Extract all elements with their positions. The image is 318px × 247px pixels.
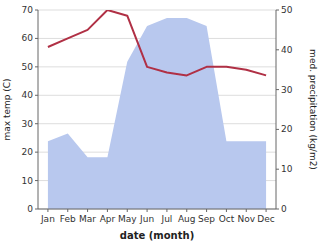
x-tick-label: Oct [219, 214, 235, 224]
x-axis-line [38, 209, 276, 210]
y-axis-line [38, 10, 39, 209]
x-tick [47, 209, 48, 212]
x-tick-label: Apr [100, 214, 116, 224]
x-tick [67, 209, 68, 212]
x-tick-label: Jun [139, 214, 154, 224]
x-tick [186, 209, 187, 212]
y-tick [35, 95, 38, 96]
y2-axis-label: med. precipitation (kg/m2) [308, 49, 318, 170]
x-tick-label: Aug [178, 214, 196, 224]
y-tick-label: 50 [22, 62, 34, 72]
y2-tick [276, 129, 279, 130]
x-tick-label: Mar [79, 214, 96, 224]
x-tick [87, 209, 88, 212]
y-tick [35, 66, 38, 67]
y2-tick-label: 0 [281, 204, 287, 214]
y-tick-label: 30 [22, 119, 34, 129]
chart: Jan FebMar AprMayJun Jul AugSep OctNovDec 0 10 2… [0, 0, 318, 247]
y-axis-label: max temp (C) [2, 78, 12, 140]
y2-axis-line [276, 10, 277, 209]
y-tick-label: 60 [22, 33, 34, 43]
axes: Jan FebMar AprMayJun Jul AugSep OctNovDec 0 10 2… [22, 5, 293, 224]
chart-container: Jan FebMar AprMayJun Jul AugSep OctNovDec 0 10 2… [0, 0, 318, 247]
y2-tick [276, 209, 279, 210]
y2-tick [276, 49, 279, 50]
x-tick-label: Dec [257, 214, 274, 224]
y-tick-label: 0 [27, 204, 33, 214]
x-tick-label: Jan [40, 214, 55, 224]
plot-area [48, 10, 266, 209]
x-tick-label: Sep [198, 214, 215, 224]
y-tick [35, 10, 38, 11]
temp-line [48, 10, 266, 75]
y2-tick [276, 89, 279, 90]
x-tick [127, 209, 128, 212]
x-tick-label: Jul [160, 214, 172, 224]
grid [38, 10, 276, 209]
y2-tick [276, 10, 279, 11]
y2-tick [276, 169, 279, 170]
x-tick [107, 209, 108, 212]
y2-tick-label: 30 [281, 85, 293, 95]
y-tick [35, 209, 38, 210]
y-tick-label: 10 [22, 176, 34, 186]
x-tick-label: Nov [237, 214, 255, 224]
y-tick [35, 152, 38, 153]
x-tick-label: Feb [60, 214, 76, 224]
grid-line [38, 10, 276, 11]
x-tick [147, 209, 148, 212]
grid-line [38, 209, 276, 210]
x-tick [206, 209, 207, 212]
x-tick [166, 209, 167, 212]
y2-tick-label: 20 [281, 124, 293, 134]
y-tick [35, 38, 38, 39]
x-tick [266, 209, 267, 212]
y-tick-label: 70 [22, 5, 34, 15]
x-tick-label: May [118, 214, 137, 224]
x-axis-label: date (month) [120, 230, 194, 241]
y-tick [35, 180, 38, 181]
y-tick-label: 40 [22, 90, 34, 100]
y2-tick-label: 50 [281, 5, 293, 15]
precip-area [48, 18, 266, 209]
y-tick-label: 20 [22, 147, 34, 157]
y2-tick-label: 40 [281, 45, 293, 55]
x-tick [226, 209, 227, 212]
y-tick [35, 123, 38, 124]
x-tick [246, 209, 247, 212]
y2-tick-label: 10 [281, 164, 293, 174]
